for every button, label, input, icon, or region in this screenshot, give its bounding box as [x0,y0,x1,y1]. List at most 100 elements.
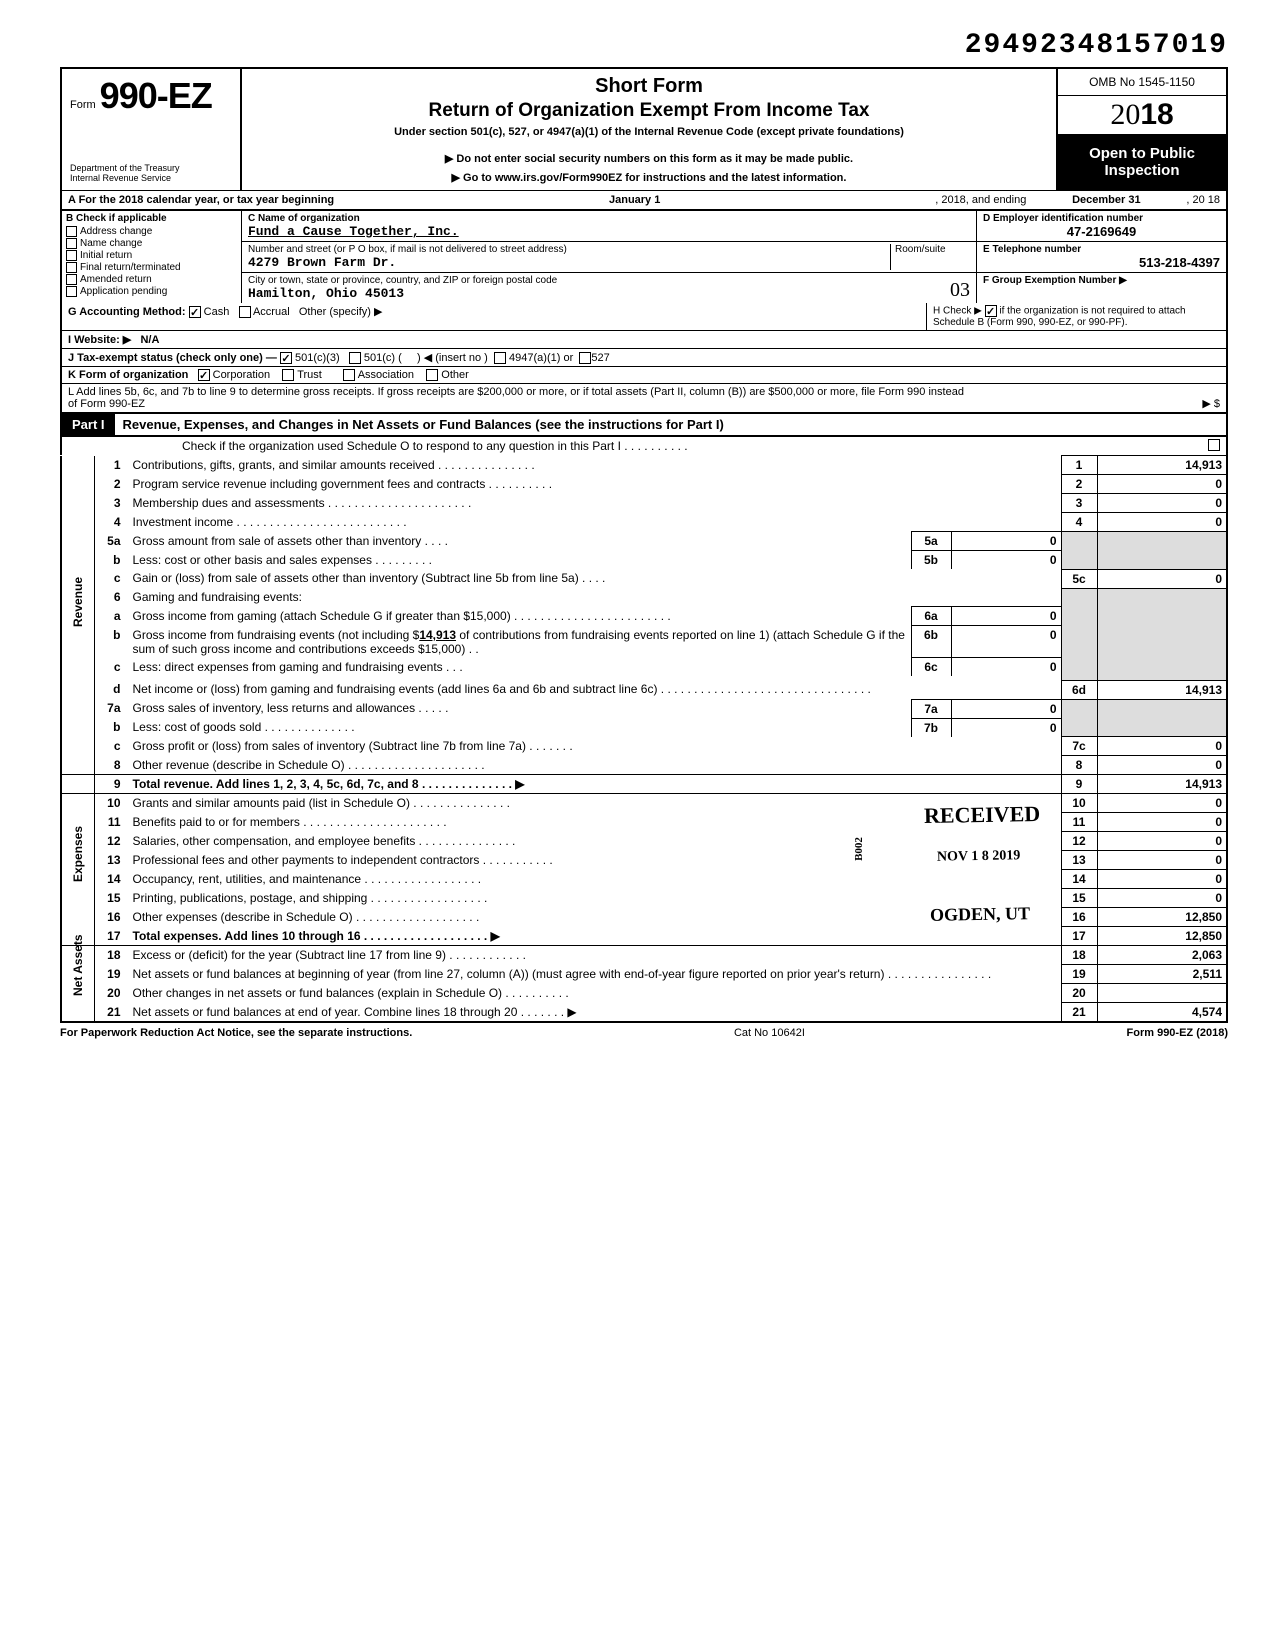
row-a: A For the 2018 calendar year, or tax yea… [60,190,1228,211]
f-label: F Group Exemption Number ▶ [983,275,1220,286]
ln-13-col: 13 [1061,851,1097,870]
j-501c3: 501(c)(3) [295,352,340,364]
ln-5c-col: 5c [1061,569,1097,588]
do-not-ssn: ▶ Do not enter social security numbers o… [252,152,1046,165]
stamp-ogden: OGDEN, UT [930,903,1030,926]
ln-21-col: 21 [1061,1003,1097,1023]
l-arrow: ▶ $ [1202,397,1220,410]
b-item-3: Final return/terminated [80,262,181,273]
chk-other[interactable] [426,369,438,381]
ln-5a-subval: 0 [951,532,1061,551]
ln-19-val: 2,511 [1097,965,1227,984]
ln-7c-desc: Gross profit or (loss) from sales of inv… [129,737,1062,756]
ln-3-col: 3 [1061,494,1097,513]
ln-7a-subval: 0 [951,699,1061,718]
chk-corp[interactable]: ✓ [198,369,210,381]
side-expenses: Expenses [71,858,85,882]
ln-18-val: 2,063 [1097,946,1227,965]
ln-19-col: 19 [1061,965,1097,984]
row-i: I Website: ▶ N/A [60,331,1228,349]
row-g: G Accounting Method: ✓ Cash Accrual Othe… [60,303,1228,331]
ln-14-desc: Occupancy, rent, utilities, and maintena… [129,870,1062,889]
ln-4-col: 4 [1061,513,1097,532]
ln-7c-col: 7c [1061,737,1097,756]
chk-final-return[interactable] [66,262,77,273]
chk-sched-o[interactable] [1208,439,1220,451]
ln-10-val: 0 [1097,794,1227,813]
ln-6b-subval: 0 [951,626,1061,658]
ln-2-val: 0 [1097,475,1227,494]
ln-6b-subno: 6b [911,626,951,658]
chk-4947[interactable] [494,352,506,364]
row-a-begin: January 1 [334,194,935,206]
ln-18-desc: Excess or (deficit) for the year (Subtra… [129,946,1062,965]
ln-10-col: 10 [1061,794,1097,813]
chk-501c[interactable] [349,352,361,364]
form-header-title: Short Form Return of Organization Exempt… [242,69,1056,190]
chk-trust[interactable] [282,369,294,381]
chk-h[interactable]: ✓ [985,305,997,317]
side-netassets: Net Assets [71,972,85,996]
ln-4-val: 0 [1097,513,1227,532]
ln-2-col: 2 [1061,475,1097,494]
form-header-left: Form 990-EZ Department of the Treasury I… [62,69,242,190]
j-501c: 501(c) ( [364,352,402,364]
ln-6d-val: 14,913 [1097,680,1227,699]
g-label: G Accounting Method: [68,306,186,318]
ln-6c-subval: 0 [951,658,1061,677]
ln-7b-subno: 7b [911,718,951,737]
stamp-received: RECEIVED [924,801,1041,829]
l-text: L Add lines 5b, 6c, and 7b to line 9 to … [68,386,968,410]
ln-5a-subno: 5a [911,532,951,551]
footer-mid: Cat No 10642I [734,1027,805,1039]
e-label: E Telephone number [983,244,1220,255]
stamp-date: NOV 1 8 2019 [937,848,1021,865]
b-item-1: Name change [80,238,142,249]
b-item-4: Amended return [80,274,152,285]
ln-8-col: 8 [1061,756,1097,775]
ln-20-col: 20 [1061,984,1097,1003]
c-street-value: 4279 Brown Farm Dr. [248,255,890,270]
ln-11-desc: Benefits paid to or for members . . . . … [129,813,1062,832]
ln-16-val: 12,850 [1097,908,1227,927]
stamp-bcode: B002 [853,837,865,861]
ln-14-val: 0 [1097,870,1227,889]
ln-7b-desc: Less: cost of goods sold . . . . . . . .… [129,718,912,737]
ln-17-desc: Total expenses. Add lines 10 through 16 … [129,927,1062,946]
ln-5b-desc: Less: cost or other basis and sales expe… [129,551,912,570]
ln-6c-subno: 6c [911,658,951,677]
chk-assoc[interactable] [343,369,355,381]
ln-9-desc: Total revenue. Add lines 1, 2, 3, 4, 5c,… [129,775,1062,794]
b-item-5: Application pending [80,286,167,297]
j-527: 527 [591,352,609,364]
chk-name-change[interactable] [66,238,77,249]
chk-amended-return[interactable] [66,274,77,285]
chk-initial-return[interactable] [66,250,77,261]
k-trust: Trust [297,369,322,381]
ln-6a-desc: Gross income from gaming (attach Schedul… [129,607,912,626]
chk-cash[interactable]: ✓ [189,306,201,318]
h-text1: H Check ▶ [933,306,982,317]
chk-address-change[interactable] [66,226,77,237]
row-a-year: , 20 18 [1186,194,1220,206]
k-label: K Form of organization [68,369,188,381]
chk-application-pending[interactable] [66,286,77,297]
ln-4-desc: Investment income . . . . . . . . . . . … [129,513,1062,532]
ln-10-desc: Grants and similar amounts paid (list in… [129,794,1062,813]
ln-5b-subno: 5b [911,551,951,570]
form-number-text: 990-EZ [100,75,212,117]
ln-19-desc: Net assets or fund balances at beginning… [129,965,1062,984]
chk-501c3[interactable]: ✓ [280,352,292,364]
g-accrual: Accrual [253,306,290,318]
department: Department of the Treasury Internal Reve… [70,164,232,184]
j-insert: ) ◀ (insert no ) [417,352,488,364]
ln-8-desc: Other revenue (describe in Schedule O) .… [129,756,1062,775]
i-label: I Website: ▶ [68,334,131,346]
ln-1-no: 1 [95,456,129,475]
year-suffix: 18 [1140,98,1173,131]
row-j: J Tax-exempt status (check only one) — ✓… [60,349,1228,367]
chk-527[interactable] [579,352,591,364]
ln-6c-desc: Less: direct expenses from gaming and fu… [129,658,912,677]
chk-accrual[interactable] [239,306,251,318]
ln-3-desc: Membership dues and assessments . . . . … [129,494,1062,513]
